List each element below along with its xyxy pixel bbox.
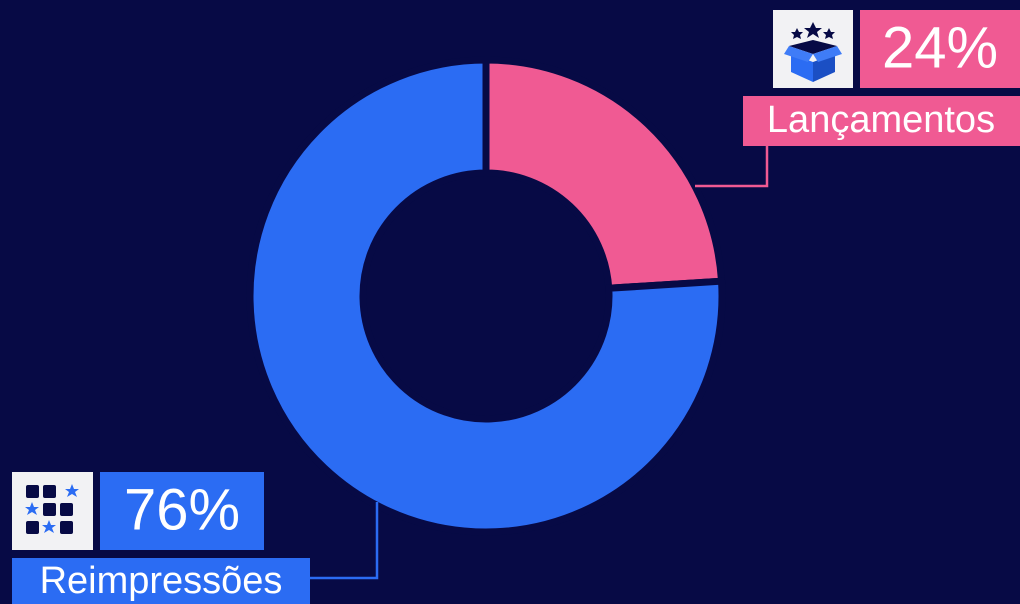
category-box: [12, 558, 310, 604]
value-box: [100, 472, 264, 550]
category-box: [743, 96, 1020, 146]
box-icon: [784, 22, 842, 82]
connector: [310, 502, 379, 580]
value-box: [860, 10, 1020, 88]
category-label: Lançamentos: [767, 99, 995, 141]
value-label: 76%: [124, 477, 240, 542]
donut-segment: [482, 56, 726, 292]
connector: [695, 146, 769, 188]
donut-segment: [246, 56, 726, 536]
category-label: Reimpressões: [40, 560, 283, 602]
donut: [246, 56, 726, 536]
grid-icon: [25, 484, 79, 534]
value-label: 24%: [882, 15, 998, 80]
